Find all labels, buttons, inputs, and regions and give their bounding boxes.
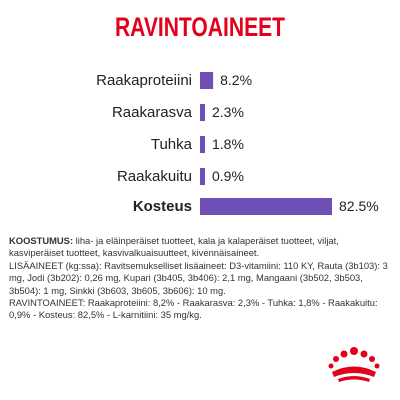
royal-canin-crown-logo-icon <box>328 347 380 382</box>
value-label: 2.3% <box>212 104 244 120</box>
category-label: Raakarasva <box>112 104 193 121</box>
composition-text-block: KOOSTUMUS: liha- ja eläinperäiset tuotte… <box>9 235 393 322</box>
value-label: 8.2% <box>220 72 252 88</box>
category-label: Raakaproteiini <box>96 72 192 89</box>
category-label: Kosteus <box>133 198 192 215</box>
category-label: Tuhka <box>151 136 193 153</box>
category-label: Raakakuitu <box>117 168 192 185</box>
value-label: 1.8% <box>212 136 244 152</box>
bar <box>200 136 205 153</box>
koostumus-text: liha- ja eläinperäiset tuotteet, kala ja… <box>9 235 339 259</box>
bar <box>200 72 214 89</box>
lisaaineet-paragraph: LISÄAINEET (kg:ssa): Ravitsemukselliset … <box>9 259 388 296</box>
bar <box>200 198 332 215</box>
ravintoaineet-paragraph: RAVINTOAINEET: Raakaproteiini: 8,2% - Ra… <box>9 297 378 321</box>
chart-title: RAVINTOAINEET <box>114 12 286 42</box>
koostumus-paragraph: KOOSTUMUS: liha- ja eläinperäiset tuotte… <box>9 235 393 260</box>
bar <box>200 104 205 121</box>
value-label: 0.9% <box>212 168 244 184</box>
value-label: 82.5% <box>339 198 379 214</box>
koostumus-label: KOOSTUMUS: <box>9 235 74 246</box>
nutrient-bar-chart: Raakaproteiini 8.2% Raakarasva 2.3% Tuhka 1.8… <box>96 72 379 215</box>
bar <box>200 168 205 185</box>
